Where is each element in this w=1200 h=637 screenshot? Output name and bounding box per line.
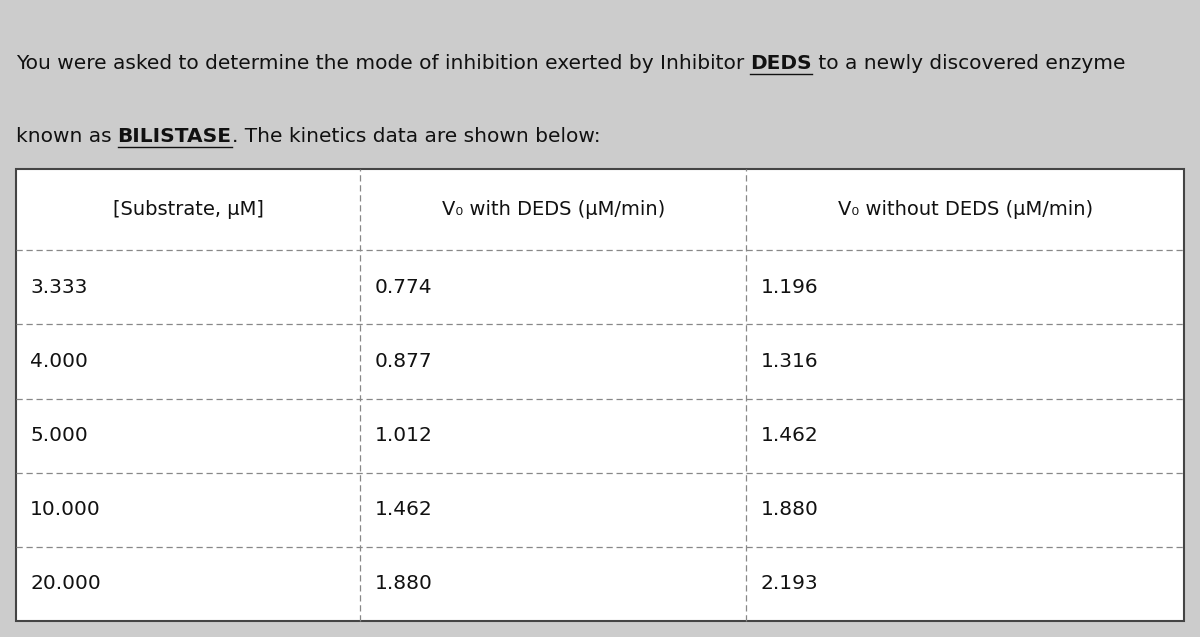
- Text: You were asked to determine the mode of inhibition exerted by Inhibitor: You were asked to determine the mode of …: [16, 54, 750, 73]
- Text: 1.880: 1.880: [761, 500, 818, 519]
- Text: 5.000: 5.000: [30, 426, 88, 445]
- Text: 1.316: 1.316: [761, 352, 818, 371]
- Text: 20.000: 20.000: [30, 575, 101, 594]
- Text: known as: known as: [16, 127, 118, 147]
- Text: 0.774: 0.774: [374, 278, 432, 297]
- Text: BILISTASE: BILISTASE: [118, 127, 232, 147]
- Text: V₀ with DEDS (μM/min): V₀ with DEDS (μM/min): [442, 200, 665, 219]
- Text: 1.012: 1.012: [374, 426, 433, 445]
- Text: 1.880: 1.880: [374, 575, 433, 594]
- Text: 4.000: 4.000: [30, 352, 88, 371]
- Text: 3.333: 3.333: [30, 278, 88, 297]
- Text: 1.462: 1.462: [374, 500, 432, 519]
- Text: [Substrate, μM]: [Substrate, μM]: [113, 200, 264, 219]
- Text: 1.196: 1.196: [761, 278, 818, 297]
- Text: 10.000: 10.000: [30, 500, 101, 519]
- Text: . The kinetics data are shown below:: . The kinetics data are shown below:: [232, 127, 600, 147]
- Text: DEDS: DEDS: [750, 54, 812, 73]
- Text: 0.877: 0.877: [374, 352, 432, 371]
- Text: 1.462: 1.462: [761, 426, 818, 445]
- Text: V₀ without DEDS (μM/min): V₀ without DEDS (μM/min): [838, 200, 1093, 219]
- Text: to a newly discovered enzyme: to a newly discovered enzyme: [812, 54, 1126, 73]
- Text: 2.193: 2.193: [761, 575, 818, 594]
- Bar: [16, 169, 1184, 621]
